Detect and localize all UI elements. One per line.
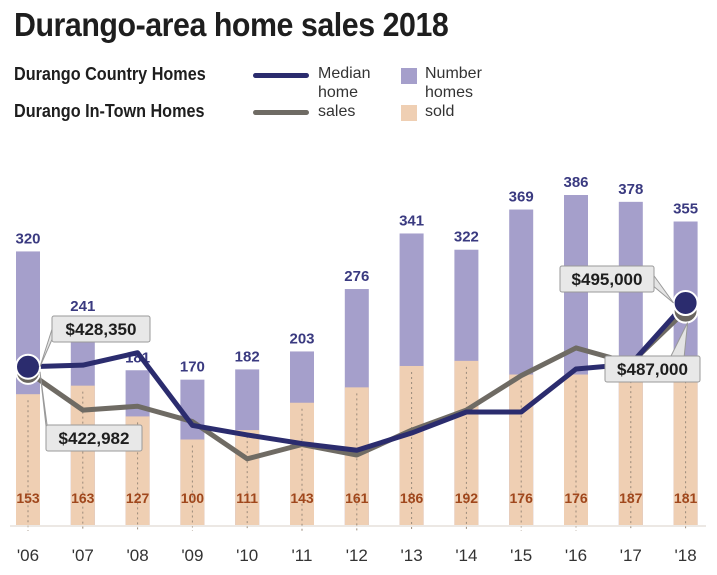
label-country-0: 320 (15, 230, 40, 247)
label-intown-3: 100 (181, 490, 205, 506)
callout-label-1: $422,982 (59, 429, 130, 448)
callout-box-2 (559, 265, 655, 293)
x-tick-9: '15 (510, 546, 532, 565)
callout-label-0: $428,350 (66, 320, 137, 339)
x-tick-10: '16 (565, 546, 587, 565)
legend-country-line-swatch (253, 73, 309, 78)
x-tick-4: '10 (236, 546, 258, 565)
callout-box-0 (51, 315, 151, 343)
x-tick-6: '12 (346, 546, 368, 565)
x-tick-2: '08 (127, 546, 149, 565)
legend-median-label: Median home sales (318, 65, 371, 120)
label-country-5: 203 (289, 330, 314, 347)
label-country-8: 322 (454, 229, 479, 246)
x-tick-12: '18 (675, 546, 697, 565)
label-country-7: 341 (399, 212, 424, 229)
label-country-6: 276 (344, 268, 369, 285)
callout-pointer-2 (651, 271, 675, 304)
marker-country-start (15, 353, 41, 380)
label-country-1: 241 (70, 298, 95, 315)
label-intown-5: 143 (290, 490, 314, 506)
legend-country-label: Durango Country Homes (14, 64, 206, 84)
callout-box-1 (45, 424, 143, 452)
label-country-12: 355 (673, 201, 698, 218)
x-tick-5: '11 (292, 546, 313, 565)
label-intown-0: 153 (16, 490, 40, 506)
label-intown-4: 111 (236, 490, 258, 506)
chart-title: Durango-area home sales 2018 (14, 6, 449, 43)
legend-intown-bar-swatch (401, 105, 417, 121)
bar-intown-9 (509, 374, 534, 525)
label-intown-6: 161 (345, 490, 369, 506)
x-tick-11: '17 (620, 546, 642, 565)
x-tick-0: '06 (17, 546, 39, 565)
label-intown-2: 127 (126, 490, 150, 506)
label-country-3: 170 (180, 359, 205, 376)
label-intown-12: 181 (674, 490, 698, 506)
legend-intown-label: Durango In-Town Homes (14, 101, 205, 121)
bar-intown-10 (564, 374, 588, 525)
label-intown-9: 176 (510, 490, 534, 506)
label-intown-7: 186 (400, 490, 424, 506)
callout-label-3: $487,000 (617, 360, 688, 379)
label-intown-11: 187 (619, 490, 643, 506)
legend-number-label: Number homes sold (425, 65, 482, 120)
callout-label-2: $495,000 (572, 270, 643, 289)
line-country (25, 300, 689, 453)
callout-box-3 (604, 355, 701, 383)
legend-intown-line-swatch (253, 110, 309, 115)
label-country-4: 182 (235, 348, 260, 365)
label-intown-8: 192 (455, 490, 479, 506)
x-tick-3: '09 (181, 546, 203, 565)
line-intown (25, 308, 689, 462)
label-intown-10: 176 (564, 490, 588, 506)
marker-country-end (672, 290, 699, 316)
x-tick-1: '07 (72, 546, 94, 565)
label-country-10: 386 (563, 174, 588, 191)
x-tick-8: '14 (455, 546, 477, 565)
label-intown-1: 163 (71, 490, 95, 506)
label-country-9: 369 (509, 189, 534, 206)
x-tick-7: '13 (401, 546, 423, 565)
label-country-11: 378 (618, 181, 643, 198)
legend-country-bar-swatch (401, 68, 417, 84)
